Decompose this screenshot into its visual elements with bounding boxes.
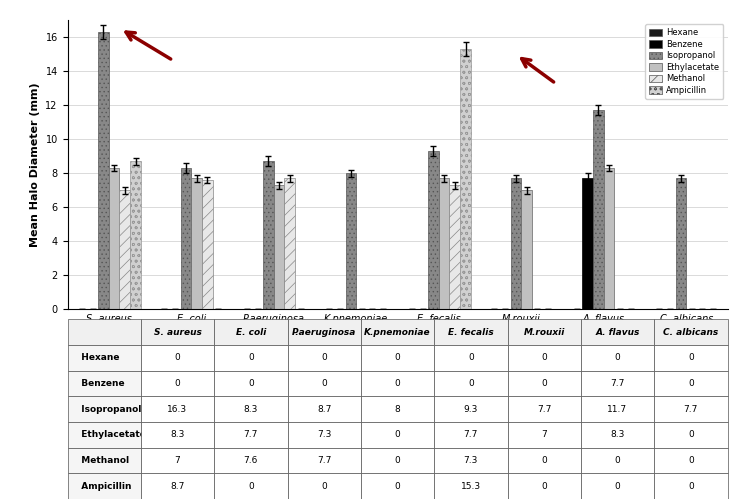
Bar (202, 180, 213, 309)
Bar (604, 168, 614, 309)
Bar (191, 178, 202, 309)
Bar (346, 173, 356, 309)
Bar (98, 32, 109, 309)
Bar (181, 168, 191, 309)
Legend: Hexane, Benzene, Isopropanol, Ethylacetate, Methanol, Ampicillin: Hexane, Benzene, Isopropanol, Ethylaceta… (645, 24, 723, 99)
Bar (593, 110, 604, 309)
Bar (676, 178, 686, 309)
Y-axis label: Mean Halo Diameter (mm): Mean Halo Diameter (mm) (30, 82, 40, 247)
Bar (130, 161, 141, 309)
Bar (119, 190, 130, 309)
Bar (428, 151, 439, 309)
Bar (439, 178, 449, 309)
Bar (284, 178, 296, 309)
Bar (521, 190, 532, 309)
Bar (460, 49, 471, 309)
Bar (449, 185, 460, 309)
Bar (582, 178, 593, 309)
Bar (274, 185, 284, 309)
Bar (511, 178, 521, 309)
Bar (263, 161, 274, 309)
Bar (109, 168, 119, 309)
